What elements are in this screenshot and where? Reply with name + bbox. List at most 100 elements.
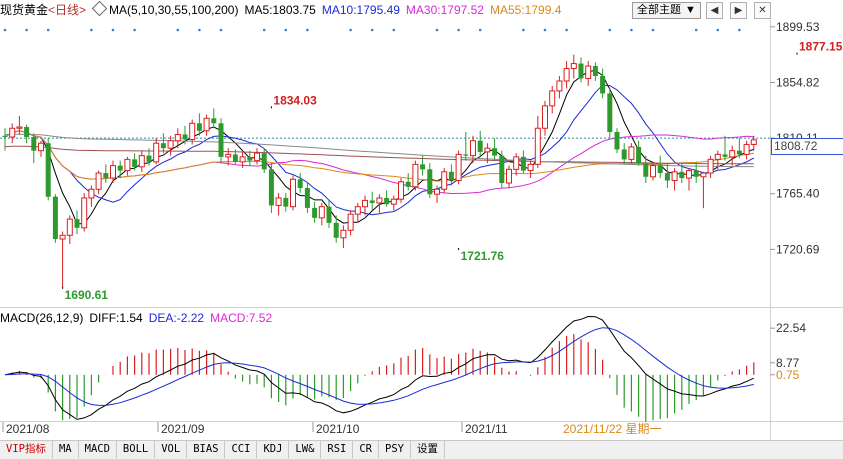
dot-marker [370, 28, 374, 32]
candle-body [132, 159, 138, 167]
time-label: 2021/11 [465, 422, 508, 436]
price-annotation: 1690.61 [65, 288, 109, 302]
candle-body [232, 154, 238, 162]
candle-body [189, 122, 196, 140]
macd-title: MACD(26,12,9) [0, 311, 84, 325]
dot-marker [219, 28, 223, 32]
dot-marker [90, 28, 93, 32]
tab-[interactable]: 设置 [411, 441, 445, 458]
candle-body [138, 155, 145, 168]
dot-marker [651, 28, 655, 32]
candle-body [398, 181, 404, 200]
macd-panel [4, 315, 755, 422]
candle-body [614, 132, 620, 150]
candle-body [38, 142, 44, 152]
close-icon: ✕ [758, 5, 767, 16]
time-label: 2021/09 [161, 422, 205, 436]
chevron-down-icon: ▼ [685, 4, 696, 16]
candle-body [362, 199, 368, 208]
candle-body [110, 165, 116, 179]
candle-body [211, 118, 217, 124]
tab-cr[interactable]: CR [353, 441, 380, 458]
tab-vol[interactable]: VOL [155, 441, 188, 458]
candle-body [441, 171, 448, 190]
close-button[interactable]: ✕ [754, 2, 771, 19]
candle-body [671, 171, 678, 182]
candle-body [686, 170, 692, 179]
dot-marker [630, 28, 633, 32]
prev-button[interactable]: ◀ [706, 2, 723, 19]
dot-marker [25, 28, 28, 32]
dot-marker [111, 28, 115, 32]
tab-rsi[interactable]: RSI [321, 441, 354, 458]
macd-axis: 22.54 8.770.75 [770, 321, 806, 382]
candle-body [146, 155, 152, 162]
candle-body [24, 127, 30, 137]
candle-body [174, 133, 181, 142]
candle-body [326, 206, 332, 223]
macd-tick-label: 8.77 [776, 356, 800, 370]
price-tick-label: 1899.53 [776, 20, 820, 34]
candle-body [31, 136, 37, 151]
candle-body [628, 146, 635, 160]
candle-body [66, 218, 73, 236]
ma-line-ma100 [4, 145, 754, 165]
tab-ma[interactable]: MA [53, 441, 79, 458]
macd-header: MACD(26,12,9) DIFF:1.54 DEA:-2.22 MACD:7.52 [0, 309, 278, 327]
theme-dropdown[interactable]: 全部主题 ▼ [632, 2, 701, 19]
macd-dea: DEA:-2.22 [148, 311, 205, 325]
macd-tick-label: 22.54 [776, 321, 806, 335]
time-label: 2021/10 [316, 422, 360, 436]
candle-body [369, 200, 375, 203]
macd-diff-line [4, 315, 755, 420]
candle-body [59, 234, 66, 240]
candle-body [103, 173, 109, 179]
candle-body [477, 140, 483, 152]
tab-bias[interactable]: BIAS [187, 441, 226, 458]
tab-vip[interactable]: VIP指标 [0, 441, 53, 458]
candle-body [549, 90, 556, 107]
dot-marker [738, 28, 741, 32]
next-button[interactable]: ▶ [730, 2, 747, 19]
candle-body [636, 146, 642, 164]
candle-body [95, 172, 102, 190]
ma-settings-icon[interactable] [91, 0, 108, 17]
candle-body [578, 63, 584, 79]
time-label: 2021/08 [6, 422, 50, 436]
candle-body [563, 68, 570, 82]
candle-body [679, 171, 685, 179]
tab-cci[interactable]: CCI [225, 441, 258, 458]
price-annotation: 1877.15 [799, 40, 843, 54]
dot-marker [3, 28, 7, 32]
period-label[interactable]: <日线> [48, 3, 87, 17]
candle-body [743, 143, 750, 155]
candle-body [621, 149, 627, 160]
candle-body [448, 171, 454, 181]
candle-body [290, 178, 296, 208]
macd-tick-label: 0.75 [776, 368, 800, 382]
tab-boll[interactable]: BOLL [117, 441, 156, 458]
chevron-left-icon: ◀ [710, 5, 719, 16]
candle-body [376, 197, 383, 204]
candle-body [283, 197, 289, 207]
candle-body [88, 188, 95, 199]
candle-body [354, 206, 361, 215]
tab-psy[interactable]: PSY [379, 441, 411, 458]
tab-kdj[interactable]: KDJ [257, 441, 290, 458]
candle-body [492, 148, 498, 156]
dot-marker [349, 28, 352, 32]
candle-body [736, 150, 742, 155]
time-axis: 2021/08 2021/09 2021/10 2021/11 2021/11/22 星… [2, 422, 662, 436]
tab-lw[interactable]: LW& [289, 441, 322, 458]
candle-body [470, 140, 476, 157]
candle-body [714, 153, 721, 160]
candle-body [2, 135, 8, 137]
dot-marker [133, 28, 136, 32]
ma10-value: MA10:1795.49 [321, 3, 400, 17]
dot-marker [284, 28, 288, 32]
candle-body [412, 163, 419, 188]
tab-macd[interactable]: MACD [79, 441, 117, 458]
candle-body [527, 163, 534, 172]
